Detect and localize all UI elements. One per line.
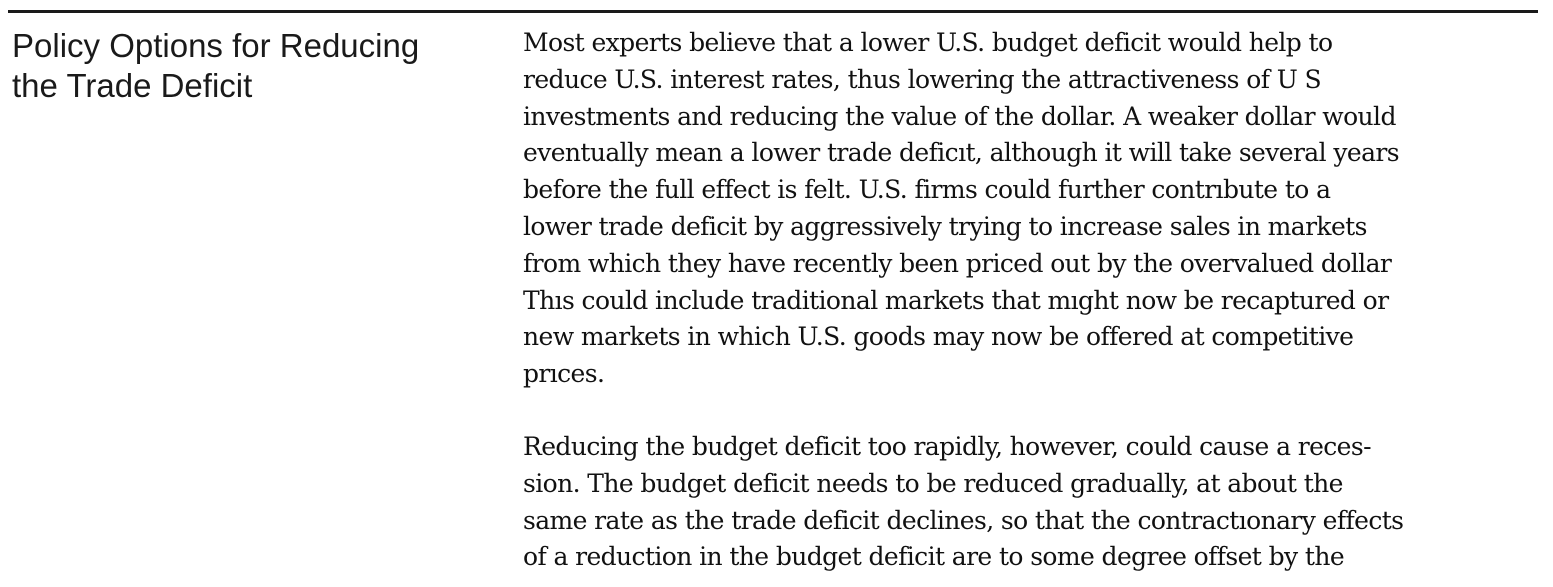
body-text-column: Most experts believe that a lower U.S. b… <box>523 25 1545 576</box>
text-line: investments and reducing the value of th… <box>523 101 1396 131</box>
top-rule <box>8 10 1538 13</box>
text-line: Reducing the budget deficit too rapidly,… <box>523 431 1372 461</box>
paragraph-2: Reducing the budget deficit too rapidly,… <box>523 429 1545 576</box>
paragraph-1: Most experts believe that a lower U.S. b… <box>523 25 1545 393</box>
text-line: Thıs could include traditional markets t… <box>523 285 1389 315</box>
text-line: reduce U.S. interest rates, thus lowerin… <box>523 64 1322 94</box>
text-line: prıces. <box>523 359 605 389</box>
section-heading-line-2: the Trade Deficit <box>12 67 253 104</box>
text-line: before the full effect is felt. U.S. fir… <box>523 175 1331 205</box>
text-line: Most experts believe that a lower U.S. b… <box>523 28 1333 57</box>
text-line: from which they have recently been price… <box>523 248 1392 278</box>
text-line: eventually mean a lower trade deficıt, a… <box>523 138 1400 168</box>
section-heading: Policy Options for Reducing the Trade De… <box>12 26 502 106</box>
text-line: of a reduction in the budget deficit are… <box>523 542 1345 572</box>
text-line: new markets in which U.S. goods may now … <box>523 322 1354 352</box>
text-line: sion. The budget deficit needs to be red… <box>523 468 1343 498</box>
section-heading-line-1: Policy Options for Reducing <box>12 27 420 64</box>
text-line: same rate as the trade deficit declines,… <box>523 505 1404 535</box>
text-line: lower trade deficit by aggressively tryi… <box>523 211 1367 241</box>
